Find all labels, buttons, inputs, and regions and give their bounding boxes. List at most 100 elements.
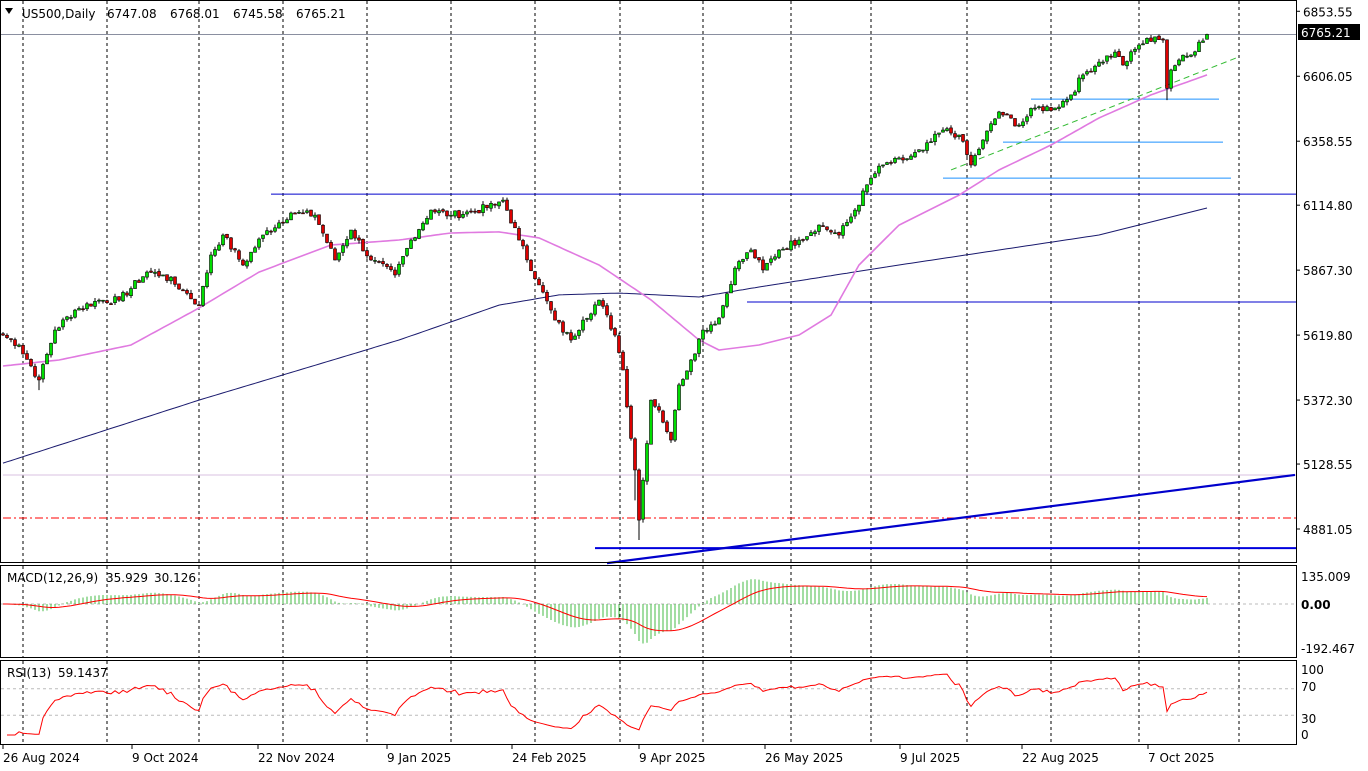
candle-body [305, 210, 309, 213]
candle-body [869, 177, 873, 185]
candle-body [253, 247, 257, 253]
candle-body [321, 224, 325, 234]
close-value: 6765.21 [296, 7, 346, 21]
candle-body [541, 285, 545, 293]
candle-body [781, 248, 785, 251]
candle-body [381, 261, 385, 265]
candle-body [909, 155, 913, 160]
candle-body [405, 248, 409, 256]
candle-body [633, 438, 637, 471]
candle-body [153, 271, 157, 274]
candle-body [549, 301, 553, 311]
candle-body [385, 264, 389, 267]
macd-label: MACD(12,26,9) [7, 571, 98, 585]
candle-body [761, 259, 765, 271]
candle-body [177, 283, 181, 290]
collapse-triangle-icon[interactable] [5, 8, 13, 14]
candle-body [1145, 38, 1149, 44]
candle-body [521, 240, 525, 247]
candle-body [533, 271, 537, 279]
candle-body [173, 276, 177, 285]
candle-body [481, 204, 485, 213]
candle-body [465, 211, 469, 215]
candle-body [353, 230, 357, 239]
candle-body [849, 216, 853, 223]
candle-body [1193, 51, 1197, 56]
candle-body [1129, 51, 1133, 62]
candle-body [793, 240, 797, 246]
candle-body [845, 222, 849, 226]
candle-body [1125, 61, 1129, 67]
candle-body [557, 319, 561, 323]
price-tick-label: 5128.55 [1303, 458, 1353, 472]
candle-body [325, 233, 329, 243]
candle-body [1069, 94, 1073, 100]
candle-body [713, 323, 717, 326]
candle-body [1109, 55, 1113, 58]
candle-body [885, 162, 889, 165]
candle-body [161, 274, 165, 277]
candle-body [1201, 40, 1205, 43]
candle-body [625, 369, 629, 408]
candle-body [1093, 65, 1097, 72]
candle-body [969, 154, 973, 166]
moving-averages [2, 74, 1208, 464]
candle-body [1041, 106, 1045, 112]
candle-body [1025, 116, 1029, 122]
candle-body [241, 259, 245, 266]
candle-body [749, 249, 753, 253]
candle-body [921, 149, 925, 152]
candle-body [37, 376, 41, 381]
candle-body [445, 210, 449, 217]
candle-body [537, 278, 541, 286]
candle-body [473, 210, 477, 213]
candle-body [501, 199, 505, 202]
candle-body [1157, 35, 1161, 40]
candle-body [877, 165, 881, 174]
candle-body [249, 251, 253, 262]
candle-body [629, 405, 633, 439]
candle-body [893, 158, 897, 163]
candle-body [593, 304, 597, 315]
candle-body [61, 319, 65, 328]
candle-body [77, 308, 81, 311]
candle-body [765, 262, 769, 271]
candle-body [873, 173, 877, 178]
candle-body [985, 130, 989, 142]
candle-body [649, 399, 653, 445]
candle-body [821, 225, 825, 227]
candle-body [1089, 70, 1093, 73]
rsi-tick: 70 [1301, 680, 1316, 694]
candle-body [105, 300, 109, 303]
candle-body [513, 222, 517, 229]
candle-body [933, 133, 937, 143]
candle-body [601, 300, 605, 307]
candle-body [1061, 100, 1065, 108]
candle-body [1021, 121, 1025, 127]
candle-body [817, 224, 821, 232]
date-tick-label: 22 Aug 2025 [1022, 751, 1099, 765]
price-axis[interactable]: 6853.55 6606.05 6358.55 6114.80 5867.30 5619.… [1296, 5, 1353, 537]
candle-body [941, 129, 945, 133]
candle-body [553, 310, 557, 321]
candle-body [1057, 106, 1061, 109]
candle-body [185, 290, 189, 294]
candle-body [421, 222, 425, 231]
rsi-tick: 30 [1301, 712, 1316, 726]
candle-body [53, 329, 57, 344]
candle-body [705, 330, 709, 332]
date-axis[interactable]: 26 Aug 2024 9 Oct 2024 22 Nov 2024 9 Jan 20… [2, 745, 1215, 765]
rsi-line [7, 673, 1208, 736]
candle-body [565, 332, 569, 334]
candle-body [461, 214, 465, 218]
candle-body [525, 245, 529, 261]
candle-body [785, 248, 789, 250]
candle-body [993, 118, 997, 125]
candle-body [757, 257, 761, 261]
candle-body [389, 266, 393, 270]
candle-body [809, 232, 813, 236]
candle-body [333, 248, 337, 261]
candle-body [289, 212, 293, 221]
rsi-tick: 0 [1301, 728, 1309, 742]
